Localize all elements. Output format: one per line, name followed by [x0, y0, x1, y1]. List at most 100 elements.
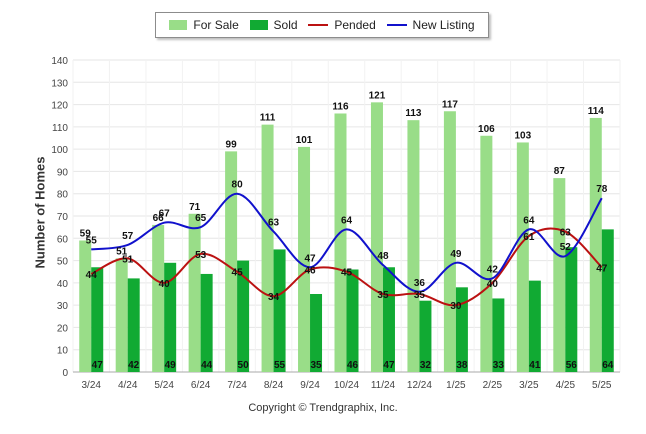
y-axis-title: Number of Homes [32, 156, 48, 269]
y-tick-label: 20 [57, 323, 69, 334]
bar-for-sale [225, 151, 238, 372]
data-label-pended: 34 [268, 292, 280, 303]
y-tick-label: 10 [57, 346, 69, 357]
legend: For Sale Sold Pended New Listing [155, 12, 489, 38]
data-label-new-listing: 65 [195, 213, 207, 224]
data-label-sold: 64 [602, 360, 614, 371]
data-label-pended: 40 [487, 279, 499, 290]
x-tick-label: 3/25 [519, 380, 539, 391]
data-label-new-listing: 78 [596, 184, 608, 195]
data-label-for-sale: 121 [369, 90, 386, 101]
data-label-for-sale: 117 [442, 99, 459, 110]
data-label-pended: 35 [377, 290, 389, 301]
legend-item-for-sale: For Sale [169, 18, 239, 32]
data-label-for-sale: 114 [588, 106, 605, 117]
data-label-new-listing: 48 [377, 251, 389, 262]
bar-sold [346, 269, 359, 372]
data-label-for-sale: 113 [405, 108, 422, 119]
data-label-sold: 50 [238, 360, 250, 371]
x-tick-label: 8/24 [264, 380, 284, 391]
data-label-pended: 35 [414, 290, 426, 301]
data-label-for-sale: 87 [554, 166, 566, 177]
bar-sold [455, 287, 468, 372]
bar-sold [601, 229, 614, 372]
bar-for-sale [553, 178, 566, 372]
data-label-for-sale: 71 [189, 202, 201, 213]
data-label-for-sale: 51 [116, 246, 128, 257]
bar-for-sale [334, 113, 347, 372]
x-tick-label: 11/24 [371, 380, 396, 391]
data-label-for-sale: 106 [478, 124, 495, 135]
copyright-text: Copyright © Trendgraphix, Inc. [248, 402, 398, 414]
data-label-sold: 46 [347, 360, 359, 371]
y-tick-label: 110 [52, 123, 68, 134]
data-label-pended: 40 [159, 279, 171, 290]
data-label-pended: 63 [560, 228, 572, 239]
bar-sold [419, 300, 432, 372]
data-label-new-listing: 49 [450, 249, 462, 260]
bar-for-sale [589, 117, 602, 372]
line-pended [90, 227, 603, 307]
data-label-sold: 56 [566, 360, 578, 371]
bar-sold [310, 294, 323, 372]
data-label-sold: 55 [274, 360, 286, 371]
bar-for-sale [407, 120, 420, 373]
bar-for-sale [261, 124, 274, 372]
bar-for-sale [370, 102, 383, 372]
bar-for-sale [298, 146, 311, 372]
data-label-pended: 30 [450, 301, 462, 312]
y-tick-label: 140 [51, 56, 68, 67]
x-tick-label: 1/25 [446, 380, 466, 391]
data-label-sold: 32 [420, 360, 432, 371]
bar-for-sale [115, 258, 128, 372]
y-tick-label: 30 [57, 301, 69, 312]
data-label-pended: 45 [232, 268, 244, 279]
data-label-for-sale: 103 [514, 130, 531, 141]
legend-swatch-new-listing [386, 24, 407, 26]
data-label-sold: 47 [383, 360, 395, 371]
data-label-pended: 61 [523, 232, 535, 243]
y-tick-label: 40 [57, 279, 69, 290]
bar-sold [528, 280, 541, 372]
data-label-sold: 33 [493, 360, 505, 371]
line-new-listing [91, 192, 603, 293]
legend-item-sold: Sold [249, 18, 298, 32]
bar-sold [127, 278, 140, 372]
data-label-new-listing: 47 [304, 253, 316, 264]
data-label-new-listing: 63 [268, 218, 280, 229]
data-label-sold: 42 [128, 360, 140, 371]
legend-label-new-listing: New Listing [412, 18, 475, 32]
bar-for-sale [480, 135, 493, 372]
data-label-for-sale: 59 [80, 229, 92, 240]
data-label-new-listing: 57 [122, 231, 134, 242]
data-label-new-listing: 80 [232, 180, 244, 191]
x-tick-label: 7/24 [227, 380, 247, 391]
y-tick-label: 100 [51, 145, 68, 156]
y-tick-label: 0 [62, 368, 68, 379]
data-label-sold: 44 [201, 360, 213, 371]
x-tick-label: 4/24 [118, 380, 138, 391]
y-tick-label: 120 [51, 101, 68, 112]
data-label-new-listing: 67 [159, 209, 171, 220]
y-tick-label: 50 [57, 257, 69, 268]
data-label-pended: 45 [341, 268, 353, 279]
data-label-new-listing: 55 [86, 235, 98, 246]
bar-sold [565, 247, 578, 372]
x-tick-label: 12/24 [407, 380, 432, 391]
data-label-for-sale: 101 [296, 135, 313, 146]
x-tick-label: 9/24 [300, 380, 320, 391]
legend-label-sold: Sold [273, 18, 298, 32]
y-tick-label: 90 [57, 167, 69, 178]
x-tick-label: 5/24 [154, 380, 174, 391]
legend-swatch-pended [308, 24, 329, 26]
x-tick-label: 3/24 [81, 380, 101, 391]
bar-sold [492, 298, 505, 372]
x-tick-label: 2/25 [483, 380, 503, 391]
data-label-new-listing: 52 [560, 242, 572, 253]
y-tick-label: 70 [57, 212, 69, 223]
legend-label-pended: Pended [334, 18, 376, 32]
data-label-for-sale: 116 [332, 101, 349, 112]
bar-for-sale [152, 224, 165, 372]
data-label-sold: 38 [456, 360, 468, 371]
